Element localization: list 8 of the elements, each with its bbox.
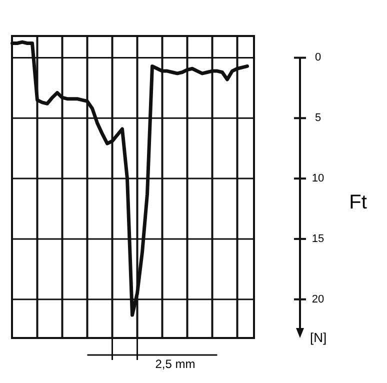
y-axis-title: Ft — [349, 192, 368, 214]
text: 2,5 mm — [155, 357, 196, 371]
y-tick-label: 10 — [312, 172, 324, 185]
text: [N] — [310, 330, 327, 345]
y-tick-label: 20 — [312, 293, 324, 306]
y-tick-label: 0 — [314, 52, 322, 64]
y-tick-label: 5 — [314, 112, 322, 124]
y-tick-label: 15 — [312, 232, 324, 245]
